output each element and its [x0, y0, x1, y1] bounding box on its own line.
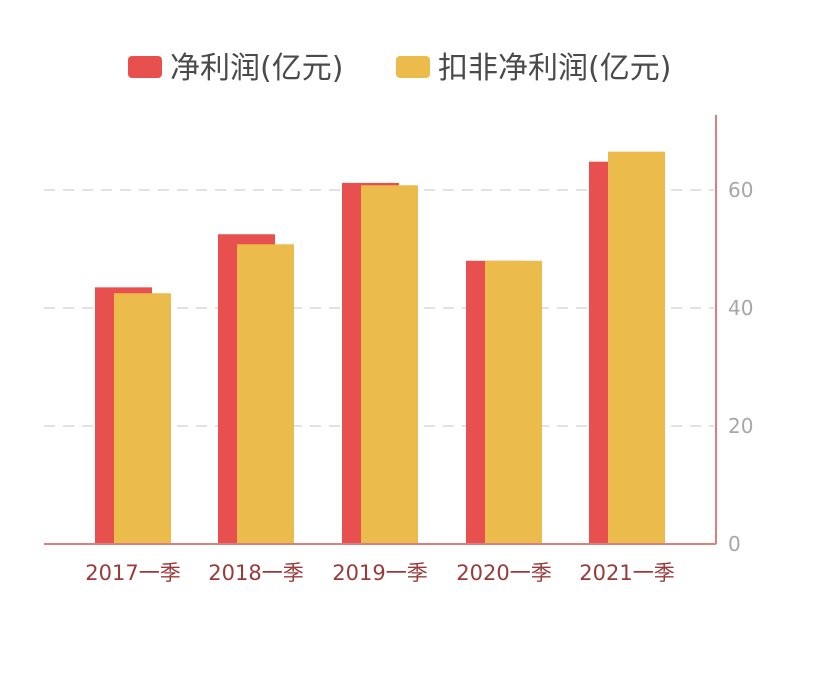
- bar-non-recurring-net-profit-3[interactable]: [485, 260, 542, 544]
- x-tick-label: 2020一季: [456, 561, 551, 585]
- bar-non-recurring-net-profit-1[interactable]: [237, 244, 294, 544]
- y-tick-label: 40: [728, 296, 753, 320]
- legend-swatch-net-profit[interactable]: [128, 56, 162, 78]
- bar-non-recurring-net-profit-4[interactable]: [608, 151, 665, 544]
- bars: [95, 151, 665, 545]
- legend-swatch-non-recurring-net-profit[interactable]: [396, 56, 430, 78]
- bar-non-recurring-net-profit-2[interactable]: [361, 185, 418, 544]
- bar-non-recurring-net-profit-0[interactable]: [114, 293, 171, 544]
- x-tick-label: 2017一季: [85, 561, 180, 585]
- axes: 2017一季 2018一季 2019一季 2020一季 2021一季 0 20 40 60: [44, 115, 753, 585]
- x-tick-label: 2018一季: [208, 561, 303, 585]
- legend[interactable]: 净利润(亿元) 扣非净利润(亿元): [128, 51, 671, 86]
- y-tick-label: 20: [728, 414, 753, 438]
- x-tick-label: 2019一季: [332, 561, 427, 585]
- y-tick-label: 0: [728, 532, 741, 556]
- y-tick-label: 60: [728, 178, 753, 202]
- x-tick-label: 2021一季: [579, 561, 674, 585]
- legend-label-non-recurring-net-profit[interactable]: 扣非净利润(亿元): [438, 51, 671, 86]
- legend-label-net-profit[interactable]: 净利润(亿元): [170, 51, 343, 86]
